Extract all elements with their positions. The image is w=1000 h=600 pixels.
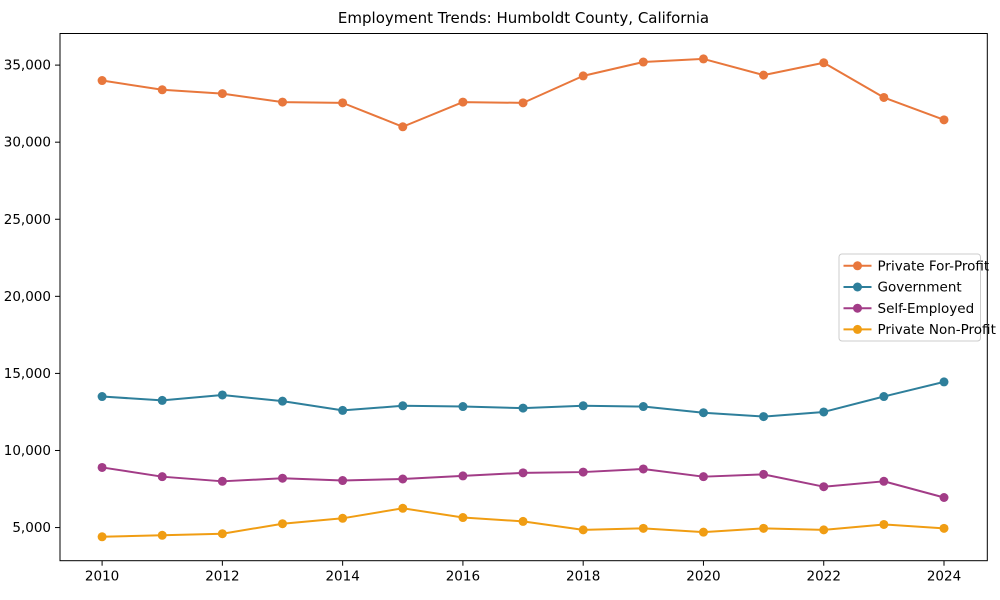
series-marker-private-non-profit [759, 523, 769, 533]
series-marker-government [638, 402, 648, 412]
legend-item-private-non-profit: Private Non-Profit [843, 322, 996, 338]
series-marker-self-employed [879, 476, 889, 486]
series-marker-private-non-profit [217, 529, 227, 539]
series-marker-private-non-profit [97, 532, 107, 542]
series-marker-private-non-profit [157, 530, 167, 540]
series-marker-private-non-profit [578, 525, 588, 535]
series-marker-private-for-profit [338, 98, 348, 108]
x-tick-label: 2016 [446, 569, 480, 585]
series-marker-private-for-profit [458, 97, 468, 107]
y-tick-label: 25,000 [4, 212, 51, 228]
x-tick-label: 2012 [205, 569, 239, 585]
y-tick-label: 15,000 [4, 366, 51, 382]
series-marker-government [97, 392, 107, 402]
series-marker-government [398, 401, 408, 411]
legend-marker-dot [853, 282, 862, 292]
series-marker-private-for-profit [578, 71, 588, 81]
series-marker-self-employed [518, 468, 528, 478]
legend-item-private-for-profit: Private For-Profit [843, 259, 990, 275]
series-marker-self-employed [217, 476, 227, 486]
series-line-private-for-profit [101, 57, 945, 128]
legend-label: Self-Employed [878, 301, 975, 317]
legend-marker-dot [853, 324, 862, 334]
series-marker-government [217, 390, 227, 400]
series-marker-private-for-profit [759, 70, 769, 80]
series-marker-self-employed [97, 462, 107, 472]
series-marker-private-for-profit [939, 115, 949, 125]
series-marker-self-employed [458, 471, 468, 481]
series-marker-self-employed [698, 472, 708, 482]
legend-box [838, 253, 981, 342]
series-marker-private-for-profit [97, 76, 107, 86]
series-marker-private-non-profit [338, 513, 348, 523]
legend-label: Private Non-Profit [878, 322, 996, 338]
series-marker-government [759, 412, 769, 422]
series-marker-private-for-profit [879, 92, 889, 102]
series-marker-private-for-profit [518, 98, 528, 108]
series-marker-private-non-profit [819, 525, 829, 535]
plot-area: 5,000 10,000 15,000 20,000 25,000 30,000 35,00… [4, 33, 988, 585]
series-marker-private-non-profit [698, 527, 708, 537]
series-marker-private-non-profit [638, 523, 648, 533]
legend: Private For-Profit Government Self-Employe… [838, 253, 996, 342]
chart-title: Employment Trends: Humboldt County, Cali… [338, 9, 709, 27]
x-tick-label: 2020 [686, 569, 720, 585]
series-marker-private-for-profit [698, 54, 708, 64]
series-marker-private-for-profit [157, 85, 167, 95]
series-marker-government [939, 377, 949, 387]
y-tick-label: 35,000 [4, 58, 51, 74]
series-marker-self-employed [819, 482, 829, 492]
series-marker-private-non-profit [939, 523, 949, 533]
legend-label: Government [878, 280, 962, 296]
series-marker-government [879, 392, 889, 402]
series-marker-private-non-profit [278, 519, 288, 529]
x-tick-label: 2014 [325, 569, 359, 585]
legend-marker-dot [853, 261, 862, 271]
legend-label: Private For-Profit [878, 259, 990, 275]
series-marker-government [338, 405, 348, 415]
legend-item-self-employed: Self-Employed [843, 301, 975, 317]
series-marker-self-employed [157, 472, 167, 482]
series-marker-self-employed [338, 476, 348, 486]
plot-border [59, 33, 988, 562]
series-marker-government [278, 396, 288, 406]
y-tick-label: 20,000 [4, 289, 51, 305]
x-tick-label: 2018 [566, 569, 600, 585]
series-marker-self-employed [278, 473, 288, 483]
series-marker-private-for-profit [398, 122, 408, 132]
series-marker-private-for-profit [278, 97, 288, 107]
legend-marker-dot [853, 303, 862, 313]
series-marker-self-employed [638, 464, 648, 474]
x-tick-label: 2022 [807, 569, 841, 585]
series-marker-private-non-profit [879, 519, 889, 529]
series-marker-government [458, 402, 468, 412]
series-marker-government [518, 403, 528, 413]
y-tick-label: 10,000 [4, 443, 51, 459]
series-marker-self-employed [759, 469, 769, 479]
series-marker-government [578, 401, 588, 411]
legend-item-government: Government [843, 280, 962, 296]
x-tick-label: 2010 [85, 569, 119, 585]
series-marker-government [157, 395, 167, 405]
series-marker-private-non-profit [518, 516, 528, 526]
series-marker-government [698, 408, 708, 418]
series-marker-private-for-profit [638, 57, 648, 67]
x-tick-label: 2024 [927, 569, 961, 585]
y-tick-label: 5,000 [12, 520, 51, 536]
series-marker-self-employed [939, 492, 949, 502]
series-marker-private-non-profit [458, 513, 468, 523]
series-marker-private-for-profit [217, 89, 227, 99]
series-marker-self-employed [398, 474, 408, 484]
series-marker-self-employed [578, 467, 588, 477]
series-marker-private-for-profit [819, 58, 829, 68]
y-tick-label: 30,000 [4, 135, 51, 151]
series-marker-government [819, 407, 829, 417]
series-marker-private-non-profit [398, 503, 408, 513]
